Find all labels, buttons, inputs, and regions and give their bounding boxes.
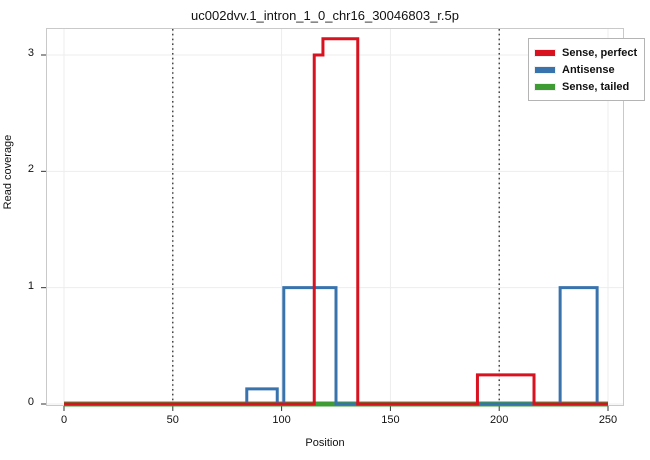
y-tick-label: 3 [27,47,34,59]
x-tick-label: 200 [490,414,509,426]
legend-color-swatch [534,48,556,57]
legend-label: Sense, perfect [562,46,638,59]
x-tick-label: 100 [272,414,291,426]
legend-label: Antisense [562,63,615,76]
legend-color-swatch [534,82,556,91]
legend-label: Sense, tailed [562,80,630,93]
x-tick-label: 50 [166,414,179,426]
chart-title: uc002dvv.1_intron_1_0_chr16_30046803_r.5… [191,8,459,23]
x-tick-label: 0 [60,414,68,426]
legend-row: Sense, tailed [534,78,637,95]
legend-color-swatch [534,65,556,74]
x-tick-label: 250 [598,414,618,426]
x-tick-label: 150 [381,414,400,426]
chart-legend: Sense, perfect Antisense Sense, tailed [528,38,646,101]
legend-row: Antisense [534,61,637,78]
y-tick-label: 1 [27,279,34,292]
x-axis-label: Position [305,437,345,449]
y-tick-label: 2 [27,163,34,176]
legend-row: Sense, perfect [534,44,637,61]
y-tick-label: 0 [27,396,34,408]
